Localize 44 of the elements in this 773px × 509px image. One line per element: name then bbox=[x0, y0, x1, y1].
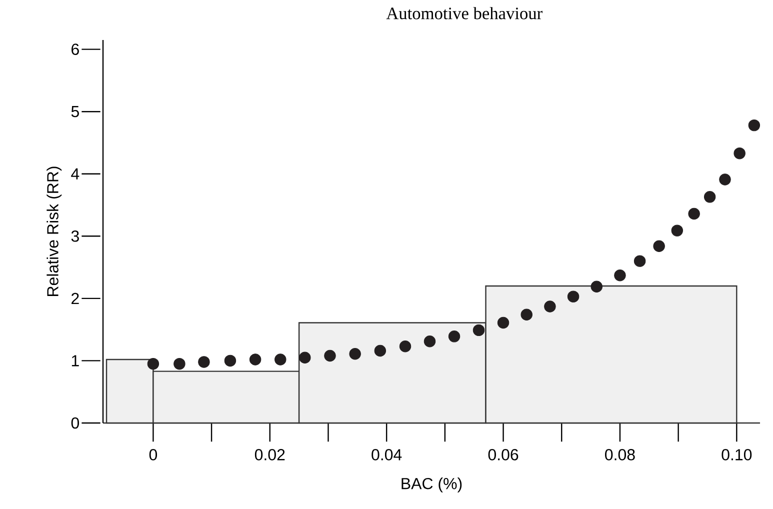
x-axis-title: BAC (%) bbox=[402, 478, 462, 492]
point bbox=[299, 352, 311, 364]
y-tick-label: 5 bbox=[71, 106, 79, 118]
point bbox=[374, 344, 386, 357]
point bbox=[472, 324, 485, 336]
point bbox=[544, 300, 556, 312]
point bbox=[424, 336, 436, 348]
point bbox=[671, 224, 684, 236]
point bbox=[653, 240, 665, 252]
point bbox=[704, 191, 716, 203]
point bbox=[614, 270, 626, 282]
point bbox=[147, 358, 160, 370]
y-axis-title: Relative Risk (RR) bbox=[46, 166, 62, 296]
point bbox=[734, 147, 746, 160]
point bbox=[497, 316, 510, 329]
point bbox=[174, 358, 186, 370]
point bbox=[224, 354, 236, 367]
point bbox=[748, 119, 760, 132]
x-tick-label: 0.10 bbox=[722, 449, 752, 460]
point bbox=[567, 290, 580, 302]
point bbox=[399, 340, 412, 352]
point bbox=[249, 354, 262, 366]
y-tick-label: 1 bbox=[72, 355, 79, 366]
point bbox=[634, 255, 646, 267]
point bbox=[324, 350, 336, 362]
chart-title: Automotive behaviour bbox=[386, 7, 542, 20]
x-tick-label: 0.04 bbox=[372, 449, 402, 460]
x-tick-label: 0.08 bbox=[605, 449, 635, 460]
point bbox=[688, 208, 700, 220]
x-tick-label: 0 bbox=[149, 449, 158, 460]
y-tick-label: 0 bbox=[71, 417, 80, 429]
point bbox=[448, 330, 460, 342]
x-tick-label: 0.06 bbox=[488, 449, 518, 460]
point bbox=[520, 308, 532, 320]
y-tick-label: 3 bbox=[71, 230, 79, 242]
point bbox=[719, 174, 731, 186]
y-tick-label: 4 bbox=[71, 168, 80, 180]
y-tick-label: 6 bbox=[72, 44, 79, 55]
point bbox=[198, 356, 210, 368]
point bbox=[349, 348, 361, 360]
x-tick-label: 0.02 bbox=[254, 449, 285, 460]
point bbox=[590, 280, 603, 292]
y-tick-label: 2 bbox=[72, 292, 79, 304]
point bbox=[274, 354, 286, 366]
